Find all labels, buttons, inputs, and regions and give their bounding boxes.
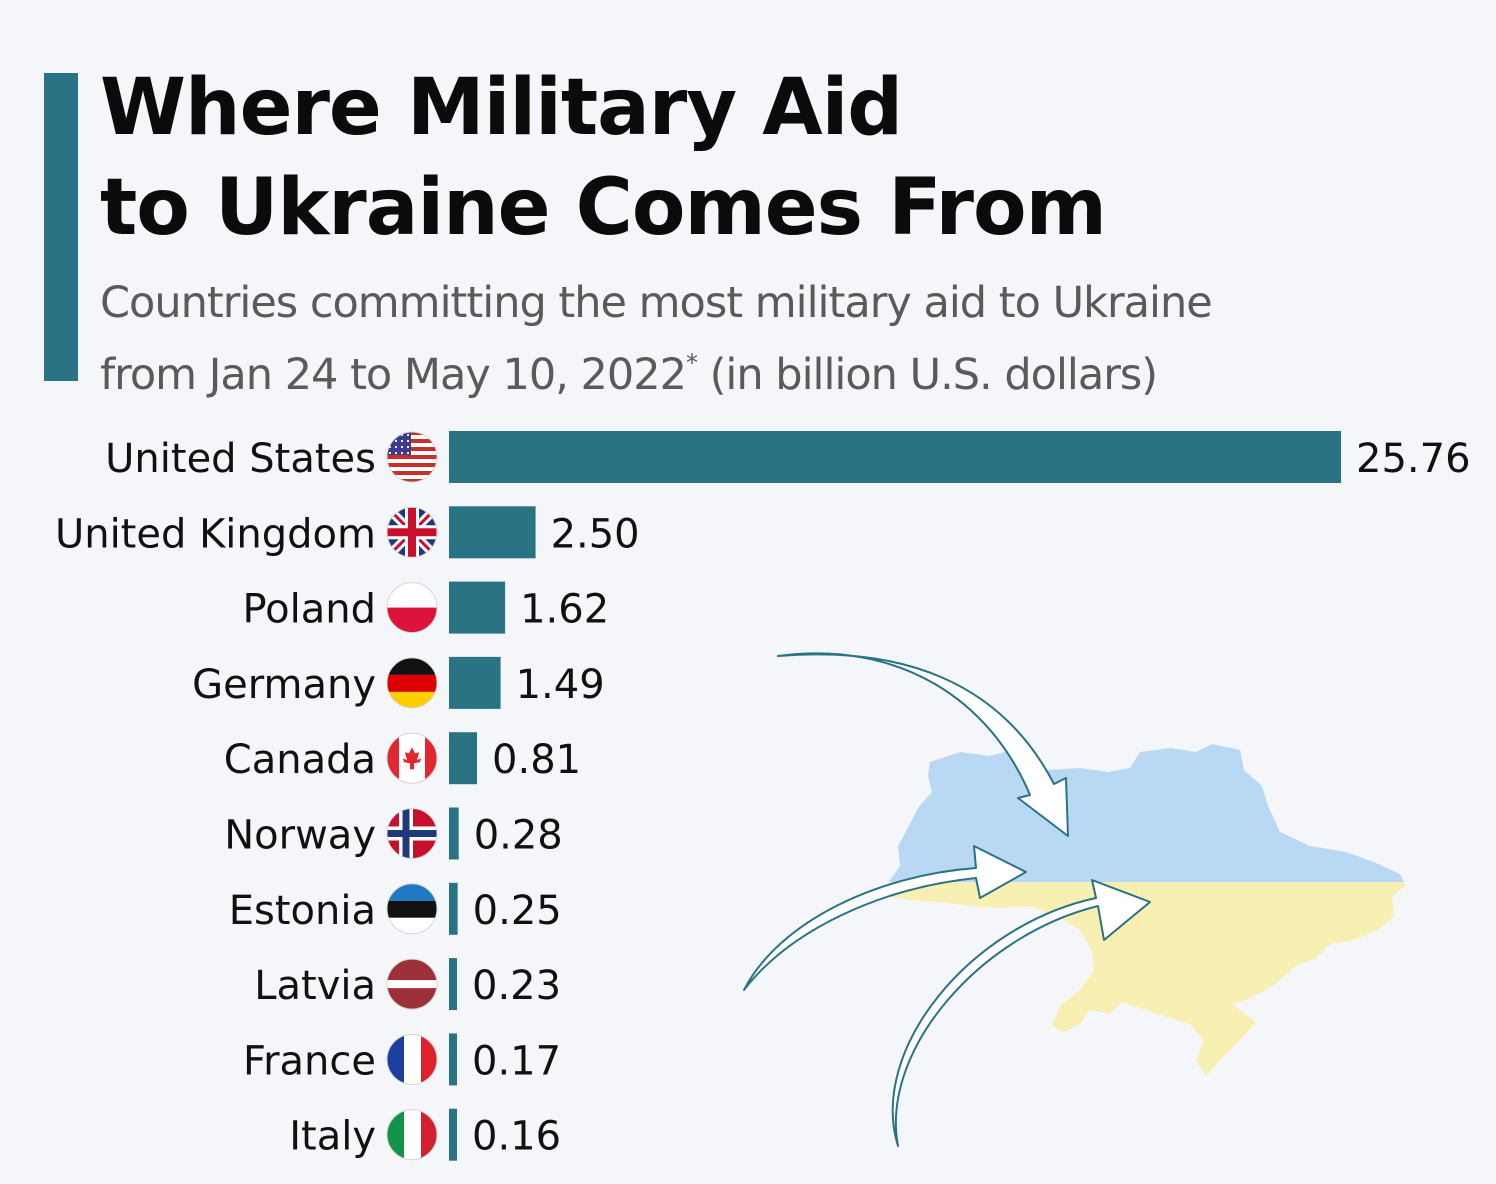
arrow-top [777,652,1069,837]
bar-canada [449,732,478,785]
italy-flag-icon [386,1109,438,1161]
bars-layer: United States 25.76 United Kingdom 2.50 Pola… [55,431,1471,1161]
value-label-norway: 0.28 [474,813,563,859]
germany-flag-icon [386,657,438,709]
category-label-poland: Poland [242,587,376,633]
value-label-poland: 1.62 [520,587,609,633]
title-accent-bar [44,73,78,381]
arrow-bottom [891,879,1151,1147]
bar-united-states [449,431,1341,483]
chart-subtitle-line-2: from Jan 24 to May 10, 2022* (in billion… [100,333,1480,405]
bar-poland [449,581,506,634]
latvia-flag-icon [386,958,438,1010]
ukraine-map-illustration [884,744,1406,1076]
category-label-norway: Norway [224,813,376,859]
poland-flag-icon [386,582,438,634]
value-label-united-kingdom: 2.50 [551,511,640,557]
bar-united-kingdom [449,506,536,559]
subtitle-date-range: from Jan 24 to May 10, 2022 [100,350,687,400]
norway-flag-icon [386,808,438,859]
subtitle-unit: (in billion U.S. dollars) [696,350,1158,400]
us-flag-icon [386,431,438,483]
arrows-illustration [743,652,1151,1147]
chart-title-line-1: Where Military Aid [100,63,903,153]
bar-germany [449,656,501,709]
category-label-estonia: Estonia [229,888,376,934]
value-label-italy: 0.16 [472,1114,561,1160]
value-label-france: 0.17 [472,1038,561,1084]
chart-title: Where Military Aid to Ukraine Comes From [100,58,1107,258]
estonia-flag-icon [386,883,438,935]
bar-italy [449,1108,457,1161]
chart-title-line-2: to Ukraine Comes From [100,163,1107,253]
category-label-italy: Italy [289,1114,376,1160]
value-label-canada: 0.81 [492,737,581,783]
ukraine-map-blue-half [884,744,1406,882]
chart-subtitle-line-1: Countries committing the most military a… [100,278,1213,328]
france-flag-icon [386,1033,438,1085]
value-label-latvia: 0.23 [472,963,561,1009]
bar-norway [449,807,459,860]
subtitle-footnote-marker: * [685,349,698,377]
category-label-france: France [243,1038,376,1084]
bar-france [449,1033,457,1086]
chart-subtitle: Countries committing the most military a… [100,273,1480,405]
value-label-germany: 1.49 [516,662,605,708]
canada-flag-icon [386,732,438,784]
category-label-united-states: United States [105,436,376,482]
value-label-united-states: 25.76 [1356,436,1471,482]
uk-flag-icon [386,506,438,558]
category-label-latvia: Latvia [254,963,376,1009]
bar-estonia [449,882,458,935]
bar-latvia [449,958,457,1011]
value-label-estonia: 0.25 [473,888,562,934]
category-label-canada: Canada [224,737,376,783]
arrow-middle [743,845,1027,991]
category-label-united-kingdom: United Kingdom [55,511,376,557]
category-label-germany: Germany [192,662,376,708]
